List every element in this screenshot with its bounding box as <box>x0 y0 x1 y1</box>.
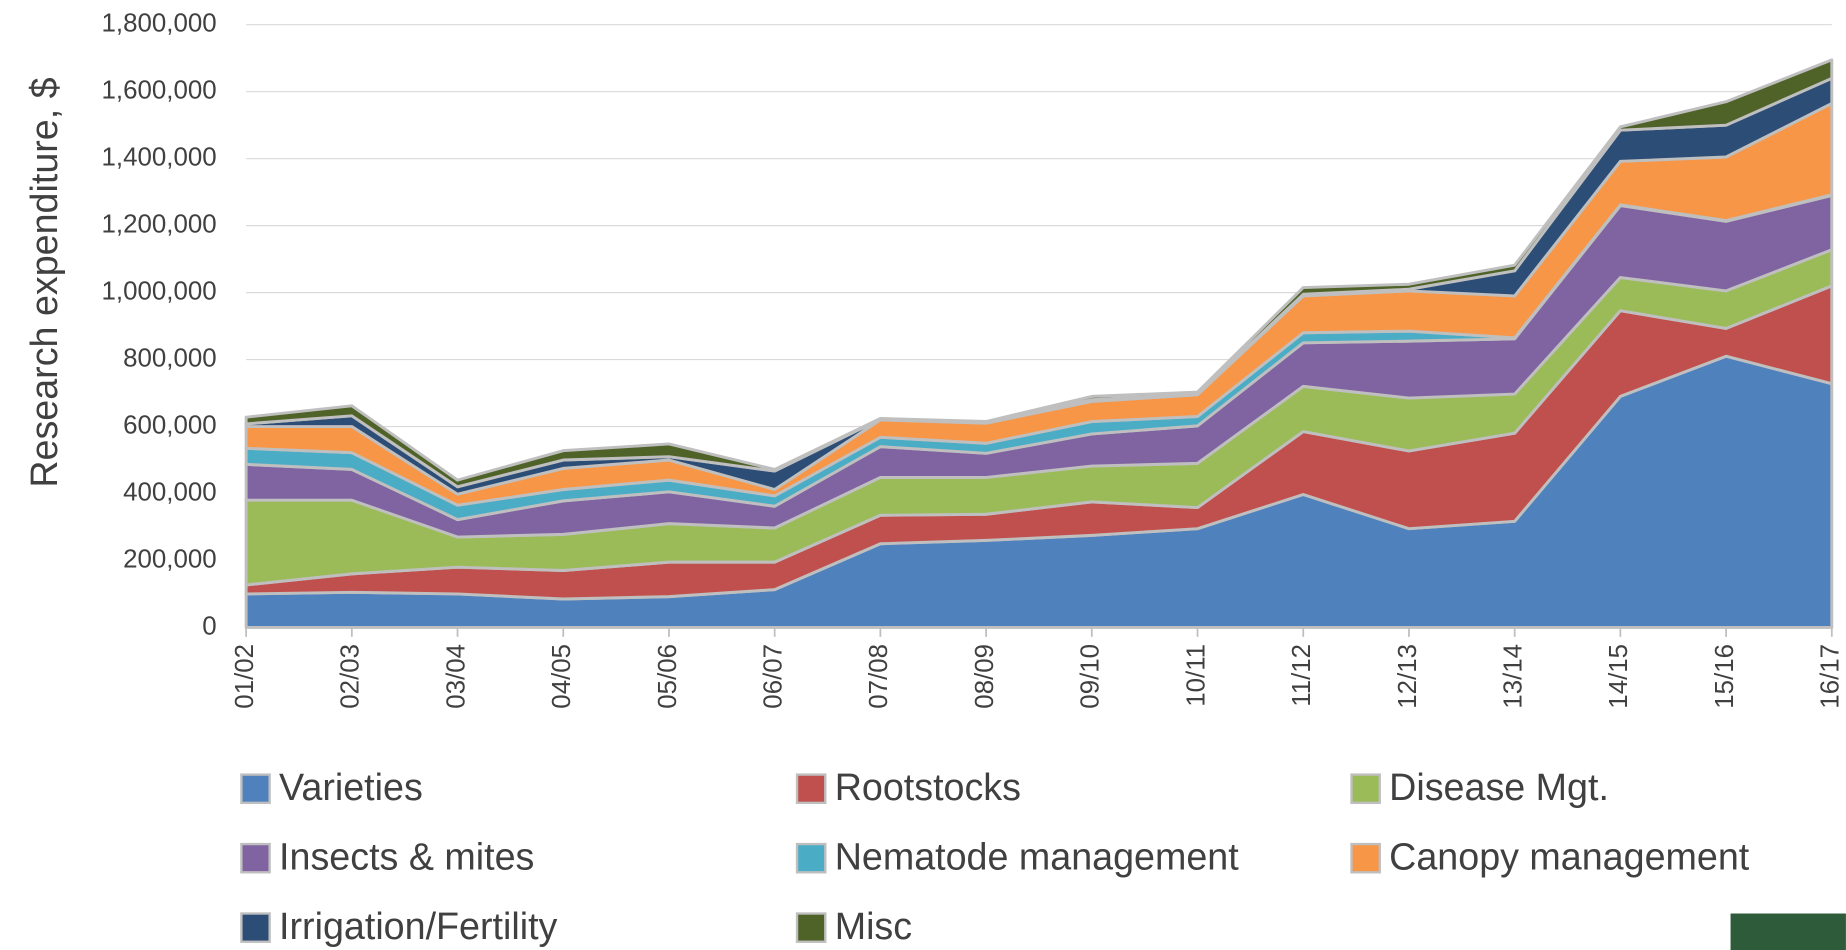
x-tick-label: 04/05 <box>548 644 576 709</box>
area <box>244 58 1834 489</box>
legend-swatch <box>1350 842 1381 874</box>
legend-swatch <box>795 912 827 943</box>
y-tick-label: 0 <box>202 612 216 640</box>
legend-swatch <box>1350 773 1381 805</box>
legend-label: Irrigation/Fertility <box>279 905 557 947</box>
x-tick-label: 13/14 <box>1500 644 1528 709</box>
x-tick-label: 11/12 <box>1288 644 1316 707</box>
legend-label: Nematode management <box>835 835 1240 877</box>
y-tick-label: 400,000 <box>123 478 217 506</box>
legend-label: Canopy management <box>1389 835 1750 877</box>
legend-label: Disease Mgt. <box>1389 766 1609 808</box>
x-tick-label: 02/03 <box>337 644 365 709</box>
x-tick-label: 05/06 <box>654 644 682 709</box>
x-tick-label: 10/11 <box>1182 644 1210 707</box>
legend-swatch <box>795 842 827 874</box>
x-tick-label: 12/13 <box>1394 644 1422 709</box>
x-tick-label: 03/04 <box>442 644 470 709</box>
legend-swatch <box>795 773 827 805</box>
legend-swatch <box>240 912 271 943</box>
y-tick-label: 200,000 <box>123 545 217 573</box>
x-tick-label: 15/16 <box>1711 644 1739 709</box>
legend-swatch <box>240 773 271 805</box>
y-tick-label: 1,800,000 <box>102 10 217 38</box>
x-tick-label: 09/10 <box>1077 644 1105 709</box>
x-tick-label: 08/09 <box>971 644 999 709</box>
legend-label: Varieties <box>279 766 423 808</box>
x-tick-label: 16/17 <box>1817 644 1845 709</box>
legend-swatch <box>240 842 271 874</box>
x-tick-label: 07/08 <box>865 644 893 709</box>
y-tick-label: 600,000 <box>123 411 217 439</box>
logo <box>1730 913 1846 950</box>
legend-label: Misc <box>835 905 912 947</box>
legend-label: Rootstocks <box>835 766 1021 808</box>
y-tick-label: 1,200,000 <box>102 210 217 238</box>
y-tick-label: 1,000,000 <box>102 277 217 305</box>
y-tick-label: 800,000 <box>123 344 217 372</box>
x-tick-label: 01/02 <box>231 644 259 709</box>
x-tick-label: 06/07 <box>760 644 788 709</box>
y-axis-label: Research expenditure, $ <box>23 77 65 487</box>
x-tick-label: 14/15 <box>1605 644 1633 709</box>
legend-label: Insects & mites <box>279 835 534 877</box>
y-tick-label: 1,600,000 <box>102 77 217 105</box>
y-tick-label: 1,400,000 <box>102 144 217 172</box>
